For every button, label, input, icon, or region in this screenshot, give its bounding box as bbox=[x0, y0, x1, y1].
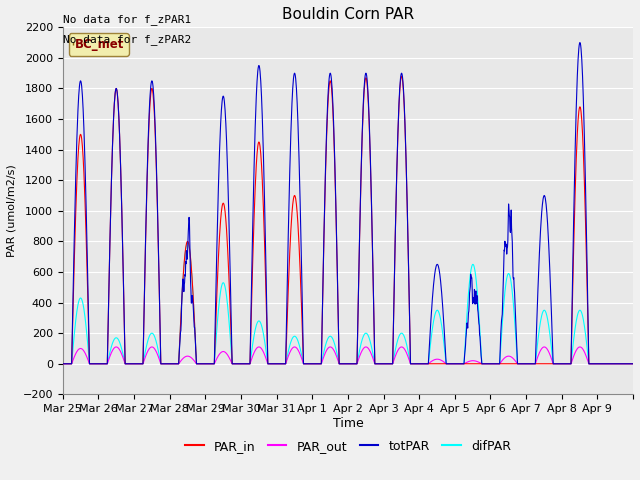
Text: No data for f_zPAR2: No data for f_zPAR2 bbox=[63, 34, 191, 45]
Text: No data for f_zPAR1: No data for f_zPAR1 bbox=[63, 14, 191, 25]
Title: Bouldin Corn PAR: Bouldin Corn PAR bbox=[282, 7, 414, 22]
X-axis label: Time: Time bbox=[333, 417, 364, 430]
Legend: PAR_in, PAR_out, totPAR, difPAR: PAR_in, PAR_out, totPAR, difPAR bbox=[180, 435, 516, 458]
Y-axis label: PAR (umol/m2/s): PAR (umol/m2/s) bbox=[7, 165, 17, 257]
